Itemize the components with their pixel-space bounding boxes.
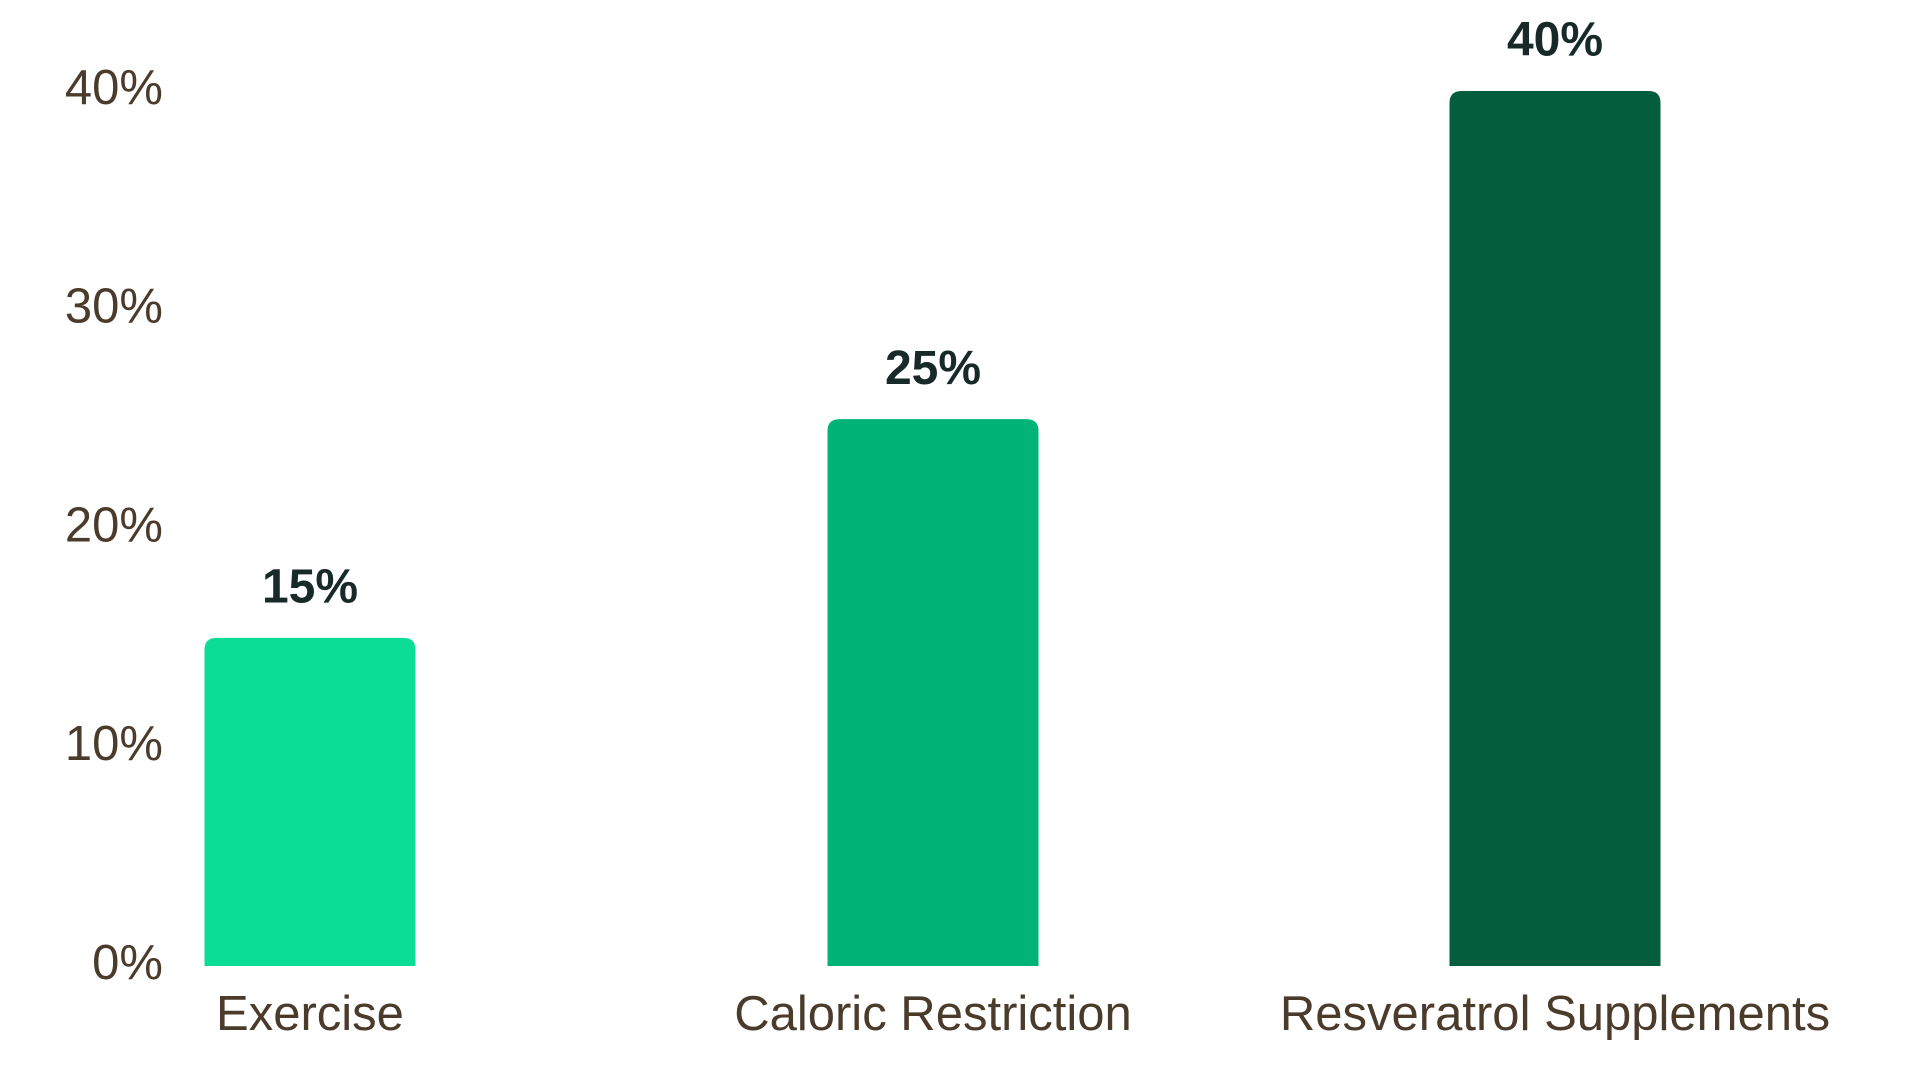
y-tick-label: 0% (92, 936, 163, 990)
value-label: 40% (1507, 14, 1603, 67)
value-label: 15% (262, 561, 358, 614)
y-tick-label: 10% (65, 717, 163, 771)
bar (827, 419, 1039, 966)
y-tick-label: 30% (65, 280, 163, 334)
y-tick-label: 40% (65, 61, 163, 115)
x-tick-label: Caloric Restriction (734, 987, 1132, 1041)
value-label: 25% (885, 342, 981, 395)
bar (204, 637, 416, 966)
x-tick-label: Exercise (216, 987, 404, 1041)
y-tick-label: 20% (65, 498, 163, 552)
x-tick-label: Resveratrol Supplements (1280, 987, 1830, 1041)
bar (1449, 91, 1661, 966)
